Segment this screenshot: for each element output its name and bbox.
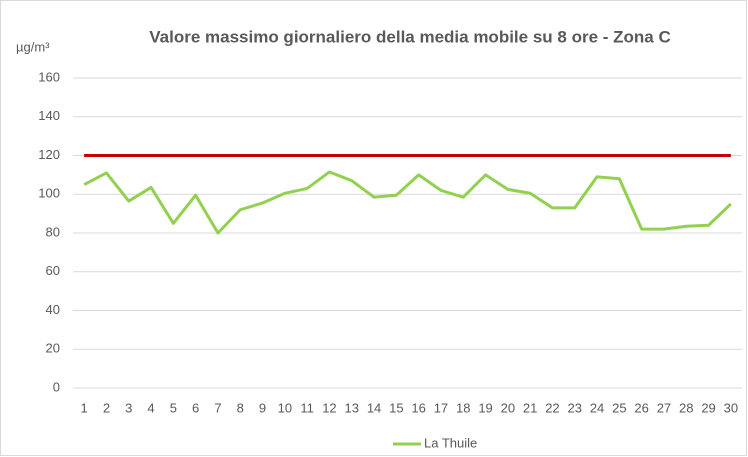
- x-tick-label: 30: [724, 400, 738, 415]
- x-tick-label: 25: [612, 400, 626, 415]
- x-tick-label: 2: [103, 400, 110, 415]
- x-tick-label: 28: [679, 400, 693, 415]
- x-tick-label: 10: [278, 400, 292, 415]
- x-tick-label: 14: [367, 400, 381, 415]
- y-axis-label: µg/m³: [16, 39, 50, 54]
- x-tick-label: 19: [478, 400, 492, 415]
- x-tick-label: 17: [434, 400, 448, 415]
- x-tick-label: 3: [125, 400, 132, 415]
- y-tick-label: 80: [46, 224, 60, 239]
- y-tick-label: 20: [46, 341, 60, 356]
- x-tick-label: 27: [657, 400, 671, 415]
- y-tick-label: 100: [38, 186, 60, 201]
- x-tick-label: 21: [523, 400, 537, 415]
- x-tick-label: 22: [545, 400, 559, 415]
- x-tick-label: 11: [300, 400, 314, 415]
- x-tick-label: 8: [237, 400, 244, 415]
- x-tick-label: 20: [501, 400, 515, 415]
- x-tick-label: 9: [259, 400, 266, 415]
- x-tick-label: 6: [192, 400, 199, 415]
- y-tick-label: 60: [46, 263, 60, 278]
- x-tick-label: 1: [81, 400, 88, 415]
- x-tick-label: 4: [147, 400, 154, 415]
- x-tick-label: 26: [634, 400, 648, 415]
- y-tick-label: 140: [38, 108, 60, 123]
- x-tick-label: 24: [590, 400, 604, 415]
- data-line: [83, 170, 732, 235]
- x-tick-label: 5: [170, 400, 177, 415]
- x-tick-label: 16: [411, 400, 425, 415]
- y-tick-label: 120: [38, 147, 60, 162]
- x-tick-label: 7: [214, 400, 221, 415]
- y-tick-label: 0: [53, 379, 60, 394]
- y-tick-label: 40: [46, 302, 60, 317]
- y-tick-label: 160: [38, 69, 60, 84]
- x-tick-label: 13: [345, 400, 359, 415]
- chart-title: Valore massimo giornaliero della media m…: [149, 27, 671, 46]
- x-tick-label: 29: [701, 400, 715, 415]
- x-tick-label: 15: [389, 400, 403, 415]
- legend-label: La Thuile: [424, 435, 477, 450]
- x-tick-label: 23: [568, 400, 582, 415]
- x-tick-label: 18: [456, 400, 470, 415]
- x-tick-label: 12: [322, 400, 336, 415]
